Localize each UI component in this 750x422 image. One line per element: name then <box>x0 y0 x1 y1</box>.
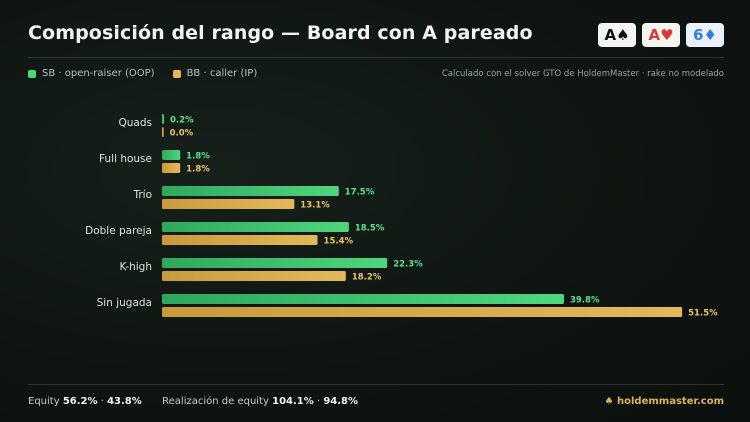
value-label-sb: 18.5% <box>355 224 385 234</box>
board-cards: A ♠ A ♥ 6 ♦ <box>598 23 724 47</box>
value-label-sb: 39.8% <box>570 296 600 306</box>
value-label-bb: 13.1% <box>300 201 330 211</box>
value-label-sb: 1.8% <box>186 152 210 162</box>
value-label-bb: 0.0% <box>170 129 194 139</box>
value-label-bb: 1.8% <box>186 165 210 175</box>
card-rank: A <box>604 26 617 44</box>
bar-sb <box>162 222 349 232</box>
category-label: Full house <box>99 153 152 165</box>
equity-sb-value: 56.2% <box>62 396 98 407</box>
bar-sb <box>162 294 564 304</box>
legend-swatch-bb <box>172 69 181 78</box>
category-label: K-high <box>120 261 152 273</box>
realization-sb-value: 104.1% <box>272 396 314 407</box>
equity-label: Equity <box>28 396 60 407</box>
range-composition-chart: Quads 0.2% 0.0% Full house 1.8% 1.8% Trío 17.5%… <box>85 114 718 319</box>
page-title: Composición del rango — Board con A pare… <box>28 22 533 44</box>
footer-divider <box>28 384 724 385</box>
brand-label: holdemmaster.com <box>617 396 724 407</box>
realization-label: Realización de equity <box>162 396 269 407</box>
header-divider <box>28 57 724 58</box>
realization-bb-value: 94.8% <box>323 396 359 407</box>
bar-bb <box>162 163 181 173</box>
equity-summary: Equity 56.2% · 43.8% Realización de equi… <box>28 396 358 407</box>
category-label: Quads <box>119 117 153 129</box>
realization-separator: · <box>316 396 321 407</box>
spade-icon: ♠ <box>604 396 614 407</box>
legend-item-bb: BB · caller (IP) <box>172 68 258 79</box>
board-card-2: A ♥ <box>642 23 680 47</box>
bar-bb <box>162 199 295 209</box>
equity-separator: · <box>100 396 104 407</box>
value-label-bb: 51.5% <box>688 309 718 319</box>
spade-icon: ♠ <box>616 26 630 44</box>
bar-bb <box>162 307 683 317</box>
bar-sb <box>162 150 181 160</box>
board-card-3: 6 ♦ <box>686 23 724 47</box>
heart-icon: ♥ <box>660 26 674 44</box>
value-label-sb: 17.5% <box>345 188 375 198</box>
card-rank: 6 <box>693 26 704 44</box>
legend-swatch-sb <box>28 69 36 78</box>
bar-bb <box>162 235 318 245</box>
value-label-sb: 22.3% <box>393 260 423 270</box>
category-label: Doble pareja <box>85 225 152 237</box>
bar-sb <box>162 186 339 196</box>
bar-bb <box>162 271 346 281</box>
value-label-bb: 15.4% <box>324 237 354 247</box>
board-card-1: A ♠ <box>598 23 636 47</box>
chart-legend: SB · open-raiser (OOP) BB · caller (IP) <box>28 68 257 79</box>
equity-bb-value: 43.8% <box>107 396 142 407</box>
legend-label-bb: BB · caller (IP) <box>186 68 258 79</box>
brand-link[interactable]: ♠ holdemmaster.com <box>605 396 724 407</box>
legend-item-sb: SB · open-raiser (OOP) <box>28 68 155 79</box>
card-rank: A <box>648 26 661 44</box>
solver-note: Calculado con el solver GTO de HoldemMas… <box>441 69 724 79</box>
bar-sb <box>162 114 165 124</box>
bar-sb <box>162 258 388 268</box>
diamond-icon: ♦ <box>703 26 717 44</box>
bar-bb <box>162 127 164 137</box>
category-label: Sin jugada <box>97 297 152 309</box>
value-label-sb: 0.2% <box>170 116 194 126</box>
legend-label-sb: SB · open-raiser (OOP) <box>42 68 155 79</box>
value-label-bb: 18.2% <box>352 273 382 283</box>
category-label: Trío <box>132 189 152 201</box>
